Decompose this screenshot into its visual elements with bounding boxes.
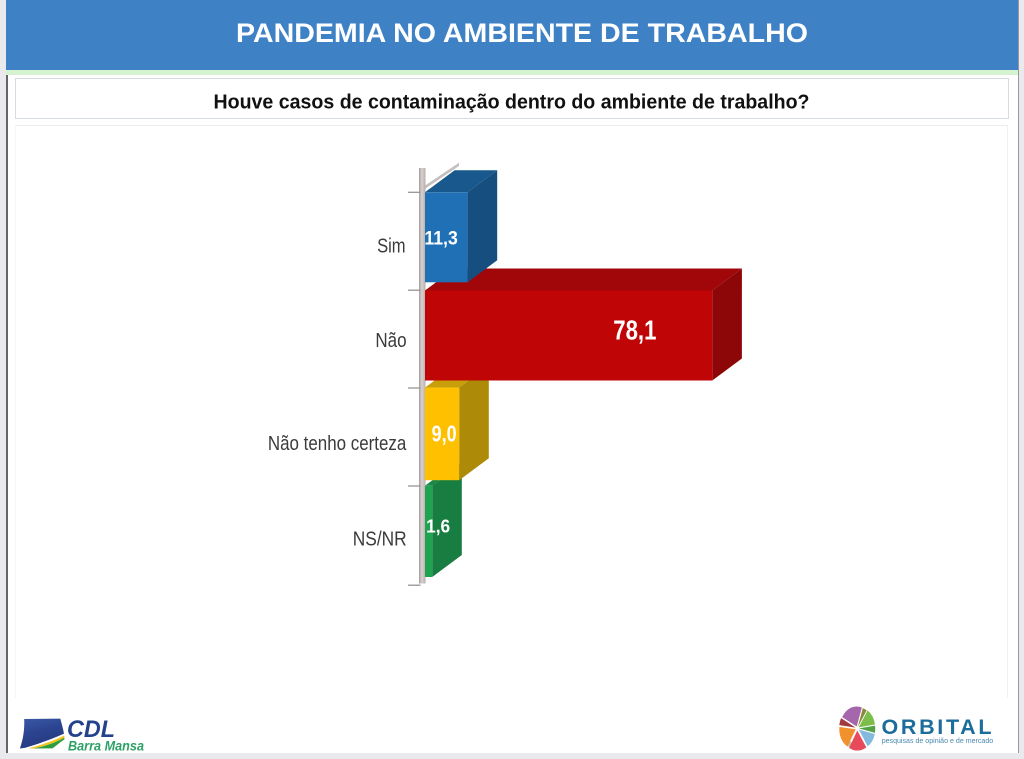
svg-text:Barra Mansa: Barra Mansa <box>68 739 144 754</box>
svg-text:11,3: 11,3 <box>424 229 457 250</box>
svg-text:Não tenho certeza: Não tenho certeza <box>268 433 407 455</box>
svg-text:CDL: CDL <box>67 716 115 743</box>
svg-text:78,1: 78,1 <box>613 315 656 346</box>
svg-text:Não: Não <box>375 330 406 352</box>
svg-text:Houve casos de contaminação de: Houve casos de contaminação dentro do am… <box>214 91 810 113</box>
svg-text:9,0: 9,0 <box>432 421 457 447</box>
svg-text:pesquisas de opinião e de merc: pesquisas de opinião e de mercado <box>882 736 994 745</box>
svg-text:PANDEMIA NO AMBIENTE DE TRABAL: PANDEMIA NO AMBIENTE DE TRABALHO <box>236 18 808 48</box>
svg-text:1,6: 1,6 <box>426 516 450 536</box>
svg-text:Sim: Sim <box>377 236 406 258</box>
svg-text:NS/NR: NS/NR <box>353 528 407 550</box>
